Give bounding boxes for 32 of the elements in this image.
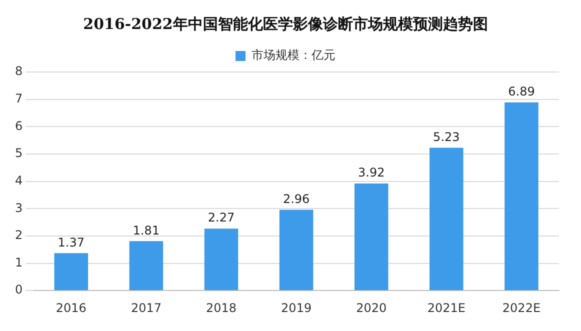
x-tick-label: 2018 (206, 300, 237, 315)
bar (129, 241, 164, 290)
x-tick-label: 2017 (130, 300, 162, 315)
data-label: 2.27 (208, 210, 235, 225)
data-label: 6.89 (508, 84, 535, 98)
y-tick-label: 3 (14, 200, 23, 215)
data-label: 2.96 (282, 192, 310, 206)
y-tick-label: 1 (14, 255, 23, 270)
x-tick-label: 2016 (56, 300, 86, 315)
x-tick-label: 2019 (281, 300, 312, 315)
legend-label: 市场规模：亿元 (252, 48, 336, 62)
bar (204, 228, 238, 290)
bar (279, 210, 314, 290)
bar (504, 102, 538, 290)
data-label: 5.23 (433, 130, 460, 144)
y-tick-label: 2 (14, 228, 23, 242)
x-tick-label: 2022E (502, 300, 541, 315)
data-label: 3.92 (358, 166, 385, 180)
data-label: 1.81 (132, 223, 160, 238)
y-tick-label: 0 (14, 282, 23, 297)
chart-title: 2016-2022年中国智能化医学影像诊断市场规模预测趋势图 (83, 14, 488, 33)
y-tick-label: 8 (14, 64, 23, 78)
bar (354, 183, 388, 290)
y-tick-label: 4 (14, 173, 23, 188)
y-tick-label: 5 (14, 146, 23, 160)
data-label: 1.37 (58, 235, 85, 250)
x-tick-label: 2020 (356, 300, 387, 315)
bar (430, 148, 464, 290)
y-tick-label: 6 (14, 118, 23, 133)
x-tick-label: 2021E (427, 300, 466, 315)
y-tick-label: 7 (14, 91, 23, 106)
bar (54, 253, 88, 290)
